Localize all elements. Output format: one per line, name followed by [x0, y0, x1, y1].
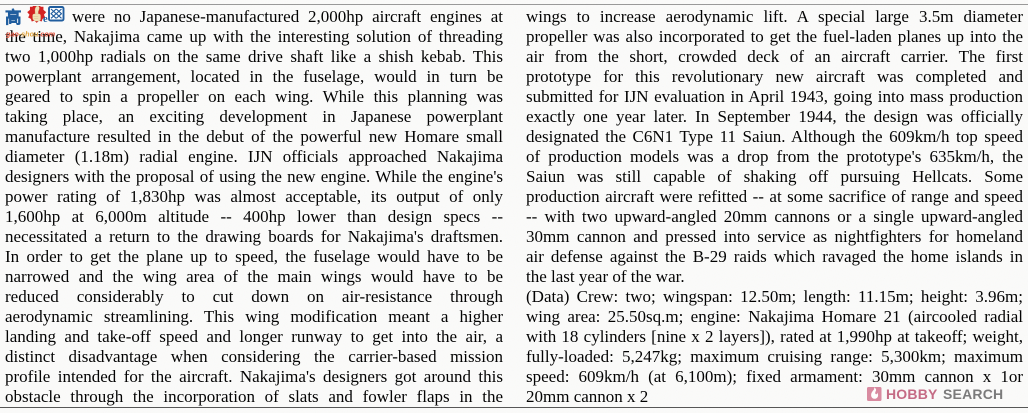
svg-text:HOBBY: HOBBY [886, 387, 938, 402]
svg-text:高: 高 [5, 7, 22, 27]
svg-text:SEARCH: SEARCH [943, 387, 1003, 402]
svg-text:gao-shou.com: gao-shou.com [5, 30, 56, 39]
svg-text:e: e [43, 14, 48, 25]
